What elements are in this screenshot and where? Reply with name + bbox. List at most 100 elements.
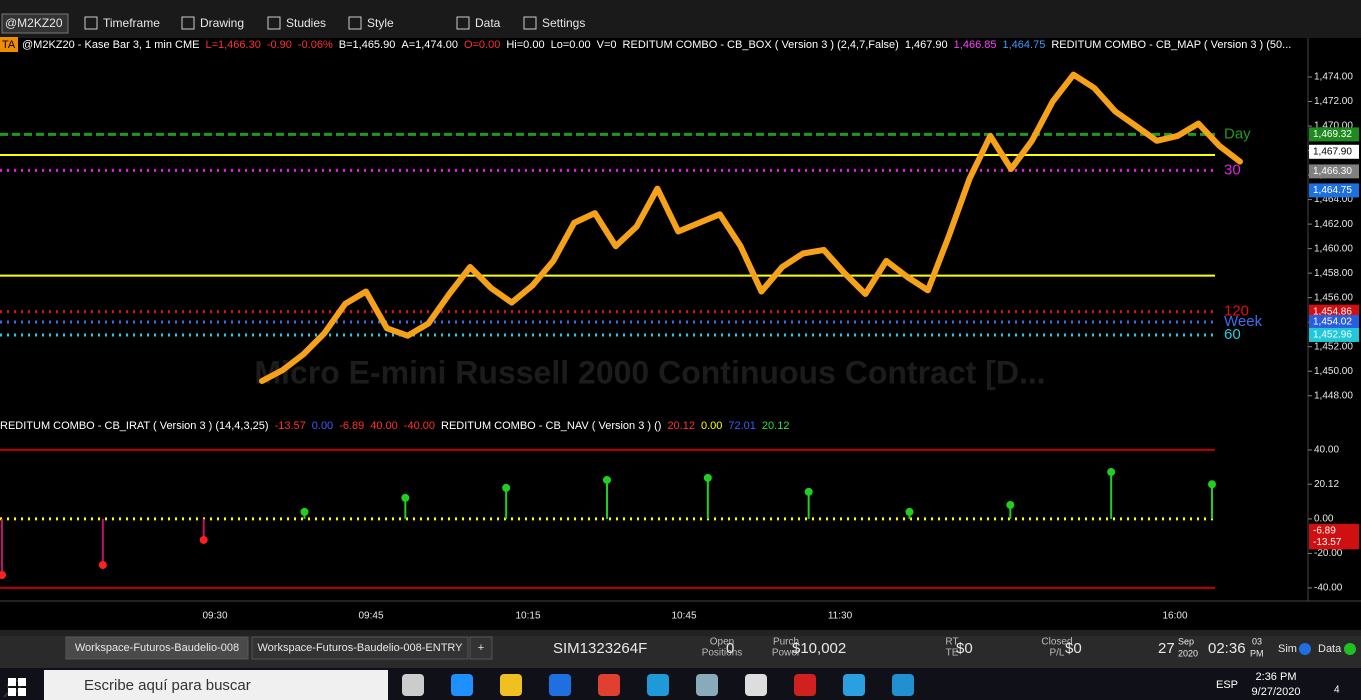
price-label-bg: [1309, 183, 1359, 198]
symbol[interactable]: @M2KZ20: [5, 16, 63, 30]
price-label: 1,454.02: [1313, 317, 1352, 328]
date-day: 27: [1158, 640, 1175, 657]
watermark: Micro E-mini Russell 2000 Continuous Con…: [254, 354, 1045, 390]
taskbar-app[interactable]: [647, 674, 669, 696]
info-text: B=1,465.90: [339, 39, 396, 51]
tab-label[interactable]: Workspace-Futuros-Baudelio-008-ENTRY: [257, 642, 463, 654]
field-label: TE: [946, 648, 959, 659]
info-text: L=1,466.30: [205, 39, 260, 51]
menu-icon: [348, 16, 362, 30]
info-text: A=1,474.00: [401, 39, 458, 51]
field-label: Open: [710, 637, 734, 648]
menu-icon: [523, 16, 537, 30]
price-label: -13.57: [1313, 537, 1342, 548]
nav-dot: [905, 507, 914, 516]
menu-item[interactable]: Settings: [542, 16, 585, 30]
y-tick-label: -20.00: [1314, 548, 1343, 559]
info-text: V=0: [597, 39, 617, 51]
nav-dot: [0, 570, 6, 579]
price-label-bg: [1309, 144, 1359, 159]
price-label: 1,466.30: [1313, 166, 1352, 177]
tab-label[interactable]: Workspace-Futuros-Baudelio-008: [75, 642, 239, 654]
field-label: P/L: [1049, 648, 1064, 659]
taskbar-app[interactable]: [598, 674, 620, 696]
time-label: 09:45: [358, 611, 383, 622]
info-text: REDITUM COMBO - CB_BOX ( Version 3 ) (2,…: [623, 39, 899, 51]
taskbar-app[interactable]: [549, 674, 571, 696]
time-label: 10:15: [515, 611, 540, 622]
price-label-bg: [1309, 535, 1359, 550]
menu-item[interactable]: Data: [475, 16, 501, 30]
menu-icon: [456, 16, 470, 30]
tray-date: 9/27/2020: [1252, 686, 1301, 698]
sim-indicator: [1299, 643, 1311, 655]
search-placeholder[interactable]: Escribe aquí para buscar: [84, 677, 251, 694]
start-button[interactable]: [8, 678, 26, 696]
menu-item[interactable]: Drawing: [200, 16, 244, 30]
tab[interactable]: [251, 636, 469, 660]
y-tick-label: 1,460.00: [1314, 243, 1353, 254]
taskbar-app[interactable]: [843, 674, 865, 696]
y-tick-label: 1,470.00: [1314, 121, 1353, 132]
scrollbar: [0, 630, 1361, 636]
field-value: 0: [726, 640, 734, 657]
info-text: Lo=0.00: [551, 39, 591, 51]
info-text: Hi=0.00: [506, 39, 544, 51]
clock-ampm: PM: [1250, 648, 1264, 658]
symbol-box[interactable]: [1, 13, 69, 34]
taskbar-app[interactable]: [402, 674, 424, 696]
nav-dot: [1006, 500, 1015, 509]
taskbar-app[interactable]: [794, 674, 816, 696]
price-label: 1,469.32: [1313, 129, 1352, 140]
level-label: 120: [1224, 303, 1249, 320]
field-label: RT: [945, 637, 958, 648]
nav-dot: [98, 560, 107, 569]
menu-item[interactable]: Studies: [286, 16, 326, 30]
y-tick-label: 1,462.00: [1314, 219, 1353, 230]
tab-label[interactable]: +: [478, 642, 484, 654]
field-label: Purch: [773, 637, 799, 648]
tab[interactable]: [469, 636, 493, 660]
field-value: $0: [1065, 640, 1082, 657]
taskbar-app[interactable]: [696, 674, 718, 696]
date-year: 2020: [1178, 648, 1198, 658]
tab[interactable]: [65, 636, 249, 660]
nav-dot: [502, 483, 511, 492]
y-tick-label: 1,450.00: [1314, 366, 1353, 377]
y-tick-label: 1,464.00: [1314, 194, 1353, 205]
search-box[interactable]: [44, 670, 388, 700]
notification-count[interactable]: 4: [1334, 685, 1340, 696]
indicator-text: 72.01: [728, 420, 756, 432]
price-line: [259, 71, 1243, 384]
toolbar-bg: [0, 0, 1361, 38]
indicator-text: -13.57: [275, 420, 306, 432]
info-badge-bg: [0, 37, 18, 52]
indicator-text: 20.12: [667, 420, 695, 432]
level-label: Week: [1224, 313, 1263, 330]
indicator-text: 40.00: [370, 420, 398, 432]
info-text: -0.06%: [298, 39, 333, 51]
y-tick-label: 20.12: [1314, 479, 1339, 490]
menu-item[interactable]: Timeframe: [103, 16, 160, 30]
y-tick-label: 1,452.00: [1314, 341, 1353, 352]
account: SIM1323264F: [553, 640, 647, 657]
taskbar-app[interactable]: [500, 674, 522, 696]
indicator-text: REDITUM COMBO - CB_IRAT ( Version 3 ) (1…: [0, 420, 269, 432]
taskbar-app[interactable]: [745, 674, 767, 696]
info-text: O=0.00: [464, 39, 500, 51]
y-tick-label: 1,474.00: [1314, 72, 1353, 83]
menu-item[interactable]: Style: [367, 16, 394, 30]
price-label-bg: [1309, 314, 1359, 329]
language: ESP: [1216, 679, 1238, 691]
date-month: Sep: [1178, 636, 1194, 646]
price-label-bg: [1309, 164, 1359, 179]
price-label: 1,454.86: [1313, 306, 1352, 317]
time-label: 09:30: [202, 611, 227, 622]
level-label: Day: [1224, 125, 1251, 142]
menu-icon: [84, 16, 98, 30]
indicator-text: 0.00: [312, 420, 333, 432]
nav-dot: [1107, 468, 1116, 477]
time-label: 11:30: [828, 611, 853, 622]
taskbar-app[interactable]: [451, 674, 473, 696]
taskbar-app[interactable]: [892, 674, 914, 696]
